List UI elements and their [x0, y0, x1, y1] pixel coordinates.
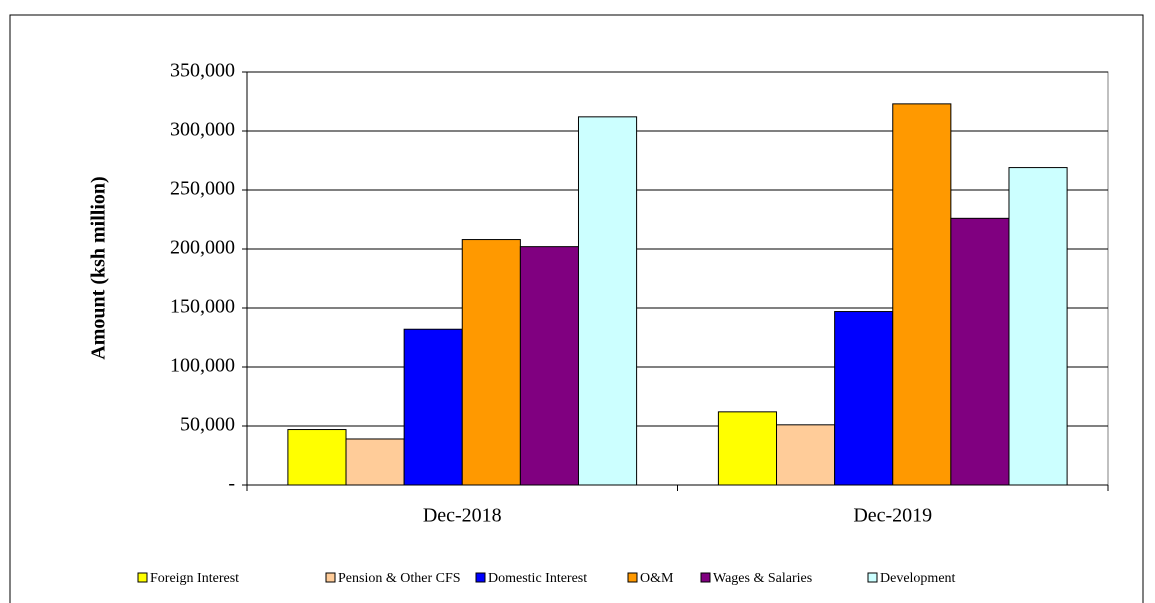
- legend-label: Domestic Interest: [488, 571, 587, 586]
- y-tick-label: 100,000: [170, 355, 235, 377]
- bar: [287, 429, 347, 486]
- bar: [950, 217, 1010, 486]
- x-tick-label: Dec-2019: [853, 505, 932, 527]
- bar: [403, 328, 463, 486]
- legend-label: Development: [880, 571, 956, 586]
- y-tick-label: 300,000: [170, 119, 235, 141]
- bar: [717, 411, 778, 486]
- bar: [577, 116, 638, 486]
- bar: [834, 311, 894, 486]
- chart-frame: [9, 14, 1144, 603]
- y-tick-label: 200,000: [170, 237, 235, 259]
- bar: [892, 103, 952, 486]
- legend-label: Foreign Interest: [150, 571, 239, 586]
- legend-swatch: [867, 572, 878, 583]
- legend-swatch: [475, 572, 486, 583]
- y-tick-label: 350,000: [170, 60, 235, 82]
- y-tick-label: 150,000: [170, 296, 235, 318]
- legend-label: Pension & Other CFS: [338, 571, 461, 586]
- x-tick-label: Dec-2018: [423, 505, 502, 527]
- y-tick-label: 50,000: [180, 414, 235, 436]
- legend-label: Wages & Salaries: [713, 571, 812, 586]
- legend-swatch: [700, 572, 711, 583]
- legend-swatch: [627, 572, 638, 583]
- bar: [461, 239, 521, 486]
- bar: [776, 424, 836, 486]
- y-axis-title: Amount (ksh million): [88, 176, 110, 359]
- bar: [519, 246, 579, 486]
- legend-swatch: [325, 572, 336, 583]
- bar: [1008, 167, 1068, 486]
- legend-swatch: [137, 572, 148, 583]
- legend-label: O&M: [640, 571, 674, 586]
- y-tick-label: -: [228, 473, 235, 495]
- bar: [345, 438, 405, 486]
- y-tick-label: 250,000: [170, 178, 235, 200]
